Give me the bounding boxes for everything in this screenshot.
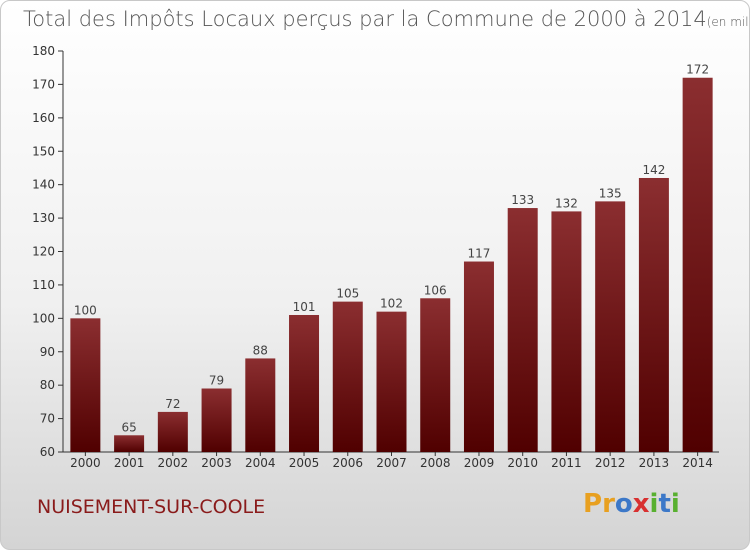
bar (507, 208, 538, 452)
x-tick-label: 2012 (595, 456, 626, 470)
y-tick-label: 140 (32, 178, 55, 192)
x-tick-label: 2002 (158, 456, 189, 470)
bars (70, 77, 713, 452)
bar (682, 77, 713, 452)
data-label: 117 (468, 247, 491, 261)
data-label: 79 (209, 374, 224, 388)
data-label: 105 (336, 287, 359, 301)
x-tick-label: 2010 (507, 456, 538, 470)
logo-letter: t (658, 489, 671, 519)
data-label: 172 (686, 63, 709, 77)
logo-letter: i (649, 489, 659, 519)
data-label: 135 (599, 186, 622, 200)
y-tick-label: 180 (32, 44, 55, 58)
y-axis: 60 70 80 90 100 110 120 130 140 150 160 170 180 (32, 44, 64, 459)
y-tick-label: 60 (40, 445, 55, 459)
bar (595, 201, 626, 452)
title-text: Total des Impôts Locaux perçus par la Co… (23, 7, 707, 31)
x-tick-label: 2001 (114, 456, 145, 470)
bar (463, 261, 494, 452)
bar (201, 388, 232, 452)
logo-letter: o (614, 489, 633, 519)
data-label: 132 (555, 196, 578, 210)
bar (332, 301, 363, 452)
x-tick-label: 2011 (551, 456, 582, 470)
data-label: 102 (380, 297, 403, 311)
x-tick-label: 2005 (289, 456, 320, 470)
data-label: 88 (253, 343, 268, 357)
bar (157, 411, 188, 452)
data-label: 100 (74, 303, 97, 317)
y-tick-label: 110 (32, 278, 55, 292)
x-tick-label: 2009 (464, 456, 495, 470)
chart-title: Total des Impôts Locaux perçus par la Co… (23, 7, 750, 31)
x-tick-label: 2004 (245, 456, 276, 470)
data-label: 133 (511, 193, 534, 207)
y-tick-label: 90 (40, 345, 55, 359)
logo-letter: r (602, 489, 615, 519)
bar (289, 314, 320, 452)
data-label: 101 (293, 300, 316, 314)
bar (376, 311, 407, 452)
x-tick-label: 2014 (682, 456, 713, 470)
y-tick-label: 80 (40, 378, 55, 392)
data-label: 142 (642, 163, 665, 177)
x-tick-label: 2007 (376, 456, 407, 470)
y-tick-label: 130 (32, 211, 55, 225)
y-tick-label: 170 (32, 77, 55, 91)
y-tick-label: 120 (32, 245, 55, 259)
data-label: 65 (121, 420, 136, 434)
data-label: 106 (424, 283, 447, 297)
logo-letter: i (670, 489, 680, 519)
y-tick-label: 160 (32, 111, 55, 125)
y-tick-label: 70 (40, 412, 55, 426)
bar (638, 177, 669, 452)
x-axis: 2000 2001 2002 2003 2004 2005 2006 2007 2008 2009… (63, 451, 719, 470)
bar (70, 318, 101, 452)
data-labels: 100 65 72 79 88 101 105 102 106 117 133 132 135 142 17… (74, 63, 709, 435)
title-unit: (en milliers d'€) (706, 15, 750, 29)
x-tick-label: 2006 (332, 456, 363, 470)
x-tick-label: 2003 (201, 456, 232, 470)
logo-letter: P (583, 489, 603, 519)
data-label: 72 (165, 397, 180, 411)
commune-name: NUISEMENT-SUR-COOLE (37, 496, 266, 518)
y-tick-label: 150 (32, 144, 55, 158)
bar (114, 435, 145, 452)
logo-letter: x (632, 489, 650, 519)
y-tick-label: 100 (32, 311, 55, 325)
bar (551, 211, 582, 452)
x-tick-label: 2008 (420, 456, 451, 470)
bar (245, 358, 276, 452)
x-tick-label: 2000 (70, 456, 101, 470)
proxiti-logo[interactable]: Proxiti (583, 489, 680, 519)
x-tick-label: 2013 (639, 456, 670, 470)
bar (420, 298, 451, 452)
